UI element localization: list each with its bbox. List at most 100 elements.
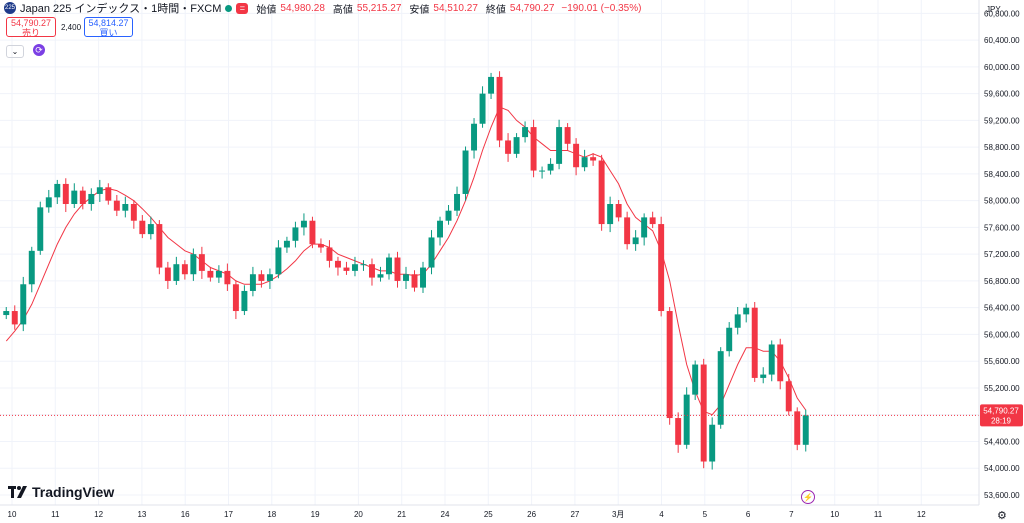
candle-body <box>283 240 290 248</box>
candle-body <box>266 274 273 281</box>
candle-body <box>190 254 197 275</box>
candle-body <box>326 247 333 261</box>
candle-body <box>488 76 495 94</box>
candle-body <box>3 311 10 316</box>
candle-body <box>505 140 512 154</box>
candle-body <box>11 311 18 325</box>
open-label: 始値 <box>256 4 277 16</box>
candle-body <box>428 237 435 268</box>
chevron-down-icon[interactable]: ⌄ <box>6 45 24 58</box>
candle-body <box>420 267 426 288</box>
candle-body <box>403 274 409 281</box>
change-value: −190.01 (−0.35%) <box>561 2 642 14</box>
candle-body <box>45 197 52 208</box>
candle-body <box>547 163 554 171</box>
x-tick-label: 3月 <box>612 510 624 519</box>
symbol-title[interactable]: Japan 225 インデックス・1時間・FXCM <box>20 3 222 15</box>
high-value: 55,215.27 <box>356 2 402 14</box>
y-tick-label: 57,200.00 <box>984 250 1020 259</box>
symbol-logo-icon[interactable]: 225 <box>4 2 16 14</box>
close-label: 終値 <box>485 4 506 16</box>
y-tick-label: 56,800.00 <box>984 277 1020 286</box>
lightning-icon[interactable]: ⚡ <box>801 490 815 504</box>
x-tick-label: 10 <box>8 510 17 519</box>
spread-value: 2,400 <box>61 23 82 32</box>
low-value: 54,510.27 <box>433 2 478 14</box>
x-tick-label: 5 <box>703 510 708 519</box>
x-tick-label: 21 <box>397 510 406 519</box>
chart-legend: 225 Japan 225 インデックス・1時間・FXCM = 始値 54,980… <box>0 0 641 16</box>
candle-body <box>258 274 265 281</box>
x-tick-label: 6 <box>746 510 751 519</box>
time-axis: 10 11 12 13 16 17 18 19 20 21 24 25 26 27 3月 4 5 6 7 10 11 12 <box>8 510 927 519</box>
last-price-tag: 54,790.27 28:19 <box>980 404 1023 427</box>
y-tick-label: 54,000.00 <box>984 464 1020 473</box>
sell-label: 売り <box>21 28 40 38</box>
x-tick-label: 25 <box>484 510 493 519</box>
candle-body <box>20 284 27 325</box>
candle-body <box>71 190 78 205</box>
buy-button[interactable]: 54,814.27 買い <box>84 17 133 38</box>
y-tick-label: 59,200.00 <box>984 116 1020 125</box>
x-tick-label: 20 <box>354 510 363 519</box>
candle-body <box>215 270 222 278</box>
low-label: 安値 <box>409 4 430 16</box>
candle-body <box>777 344 784 382</box>
candle-body <box>360 264 367 266</box>
candle-body <box>300 220 307 228</box>
candle-body <box>147 224 154 235</box>
candle-body <box>164 267 171 281</box>
candle-body <box>598 160 605 225</box>
candle-body <box>700 364 707 462</box>
candle-body <box>105 187 112 201</box>
x-tick-label: 4 <box>659 510 664 519</box>
last-price-tag-value: 54,790.27 <box>983 406 1019 415</box>
x-tick-label: 11 <box>874 510 883 519</box>
currency-label[interactable]: JPY <box>986 5 1001 14</box>
y-tick-label: 58,000.00 <box>984 197 1020 206</box>
candle-body <box>224 270 231 285</box>
candle-body <box>437 220 443 238</box>
candle-body <box>122 204 129 211</box>
gear-icon[interactable]: ⚙ <box>997 510 1007 522</box>
candle-body <box>79 190 86 205</box>
candle-body <box>675 418 682 445</box>
candle-body <box>658 224 665 312</box>
refresh-icon[interactable]: ⟳ <box>33 44 45 56</box>
candle-body <box>768 344 775 375</box>
candle-body <box>351 264 358 271</box>
candle-body <box>207 270 214 278</box>
candle-body <box>462 150 469 194</box>
moving-average-line <box>5 106 807 416</box>
moving-average-layer <box>5 106 807 416</box>
candle-body <box>386 257 392 275</box>
candle-body <box>717 351 724 425</box>
y-tick-label: 59,600.00 <box>984 90 1020 99</box>
candle-body <box>683 394 690 445</box>
equals-icon[interactable]: = <box>236 2 249 14</box>
sell-price: 54,790.27 <box>10 18 52 28</box>
candle-body <box>726 327 733 352</box>
bar-countdown: 28:19 <box>991 416 1012 425</box>
x-tick-label: 16 <box>181 510 190 519</box>
candle-body <box>734 314 741 328</box>
tradingview-logo-text: TradingView <box>32 484 115 500</box>
tradingview-logo[interactable]: TradingView <box>8 484 114 500</box>
candle-body <box>317 244 324 248</box>
candle-body <box>275 247 282 275</box>
candle-body <box>181 264 188 275</box>
candle-body <box>666 311 673 419</box>
candle-body <box>802 415 809 445</box>
candle-body <box>343 267 350 271</box>
x-tick-label: 26 <box>527 510 536 519</box>
sell-button[interactable]: 54,790.27 売り <box>6 17 56 38</box>
open-value: 54,980.28 <box>280 2 325 14</box>
market-open-icon[interactable] <box>225 4 233 12</box>
candle-body <box>471 123 478 151</box>
candle-body <box>496 76 503 141</box>
x-tick-label: 12 <box>94 510 103 519</box>
candle-body <box>198 254 205 271</box>
x-tick-label: 13 <box>137 510 146 519</box>
candle-body <box>590 157 597 161</box>
